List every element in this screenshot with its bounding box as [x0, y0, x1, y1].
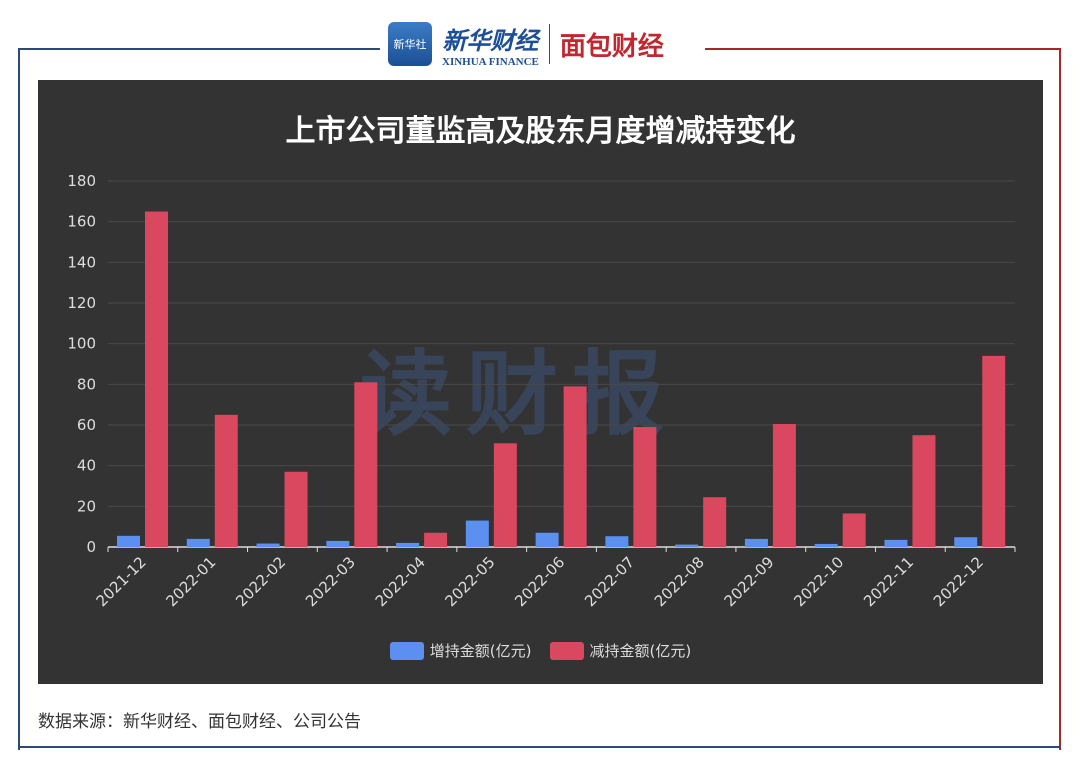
- bar-decrease: [842, 513, 866, 547]
- legend-swatch: [389, 641, 424, 660]
- bar-decrease: [633, 427, 657, 547]
- x-tick-label: 2022-09: [721, 553, 778, 610]
- x-tick-label: 2022-11: [860, 553, 917, 610]
- x-tick-label: 2022-07: [581, 553, 638, 610]
- x-tick-label: 2022-02: [232, 553, 289, 610]
- x-tick-label: 2022-03: [302, 553, 359, 610]
- xinhua-finance-cn: 新华财经: [442, 25, 539, 55]
- legend-label: 减持金额(亿元): [589, 642, 692, 660]
- bar-increase: [744, 538, 768, 547]
- bar-increase: [605, 536, 629, 547]
- bar-decrease: [982, 355, 1006, 547]
- bar-increase: [954, 537, 978, 547]
- x-tick-label: 2022-08: [651, 553, 708, 610]
- legend: 增持金额(亿元) 减持金额(亿元): [38, 640, 1043, 661]
- xinhua-finance-en: XINHUA FINANCE: [442, 55, 539, 68]
- frame-bottom: [18, 746, 1061, 748]
- y-tick-label: 160: [67, 213, 96, 231]
- chart-title: 上市公司董监高及股东月度增减持变化: [285, 114, 796, 149]
- data-source: 数据来源：新华财经、面包财经、公司公告: [38, 712, 361, 732]
- x-tick-label: 2021-12: [93, 553, 150, 610]
- legend-label: 增持金额(亿元): [429, 642, 532, 660]
- legend-swatch: [549, 641, 584, 660]
- y-tick-label: 140: [67, 253, 96, 271]
- y-tick-label: 120: [67, 294, 96, 312]
- x-tick-label: 2022-10: [790, 553, 847, 610]
- y-tick-label: 100: [67, 335, 96, 353]
- bar-decrease: [145, 211, 168, 547]
- mianbao-logo: 面包财经: [559, 31, 664, 62]
- frame-left: [18, 48, 380, 750]
- bar-decrease: [424, 532, 448, 547]
- legend-item-decrease[interactable]: 减持金额(亿元): [549, 640, 692, 661]
- y-tick-label: 60: [77, 416, 96, 434]
- bar-decrease: [912, 435, 936, 547]
- frame-right: [705, 48, 1061, 750]
- bar-increase: [186, 538, 210, 547]
- bar-decrease: [563, 386, 587, 547]
- bar-decrease: [772, 423, 796, 547]
- bar-decrease: [493, 443, 517, 547]
- x-tick-label: 2022-06: [511, 553, 568, 610]
- y-tick-label: 80: [77, 375, 96, 393]
- bar-increase: [396, 542, 420, 547]
- xinhua-finance-logo: 新华财经 XINHUA FINANCE: [442, 21, 539, 68]
- y-tick-label: 0: [86, 538, 96, 556]
- chart-panel: 上市公司董监高及股东月度增减持变化 读财报 0 20 40 60 80 100 120 140…: [38, 80, 1043, 684]
- bar-increase: [465, 520, 489, 547]
- legend-item-increase[interactable]: 增持金额(亿元): [389, 640, 532, 661]
- y-tick-label: 40: [77, 457, 96, 475]
- bar-increase: [884, 539, 908, 547]
- bar-increase: [814, 543, 838, 547]
- bar-decrease: [703, 497, 727, 547]
- header-logos: 新华社 新华财经 XINHUA FINANCE 面包财经: [388, 18, 664, 70]
- bar-increase: [117, 535, 140, 547]
- y-tick-label: 20: [77, 497, 96, 515]
- x-tick-label: 2022-12: [930, 553, 987, 610]
- bar-increase: [675, 544, 699, 547]
- bar-increase: [256, 543, 280, 547]
- bar-decrease: [214, 414, 238, 547]
- bar-decrease: [354, 382, 378, 547]
- watermark: 读财报: [360, 341, 679, 448]
- xinhua-logo: 新华社: [388, 22, 432, 66]
- x-tick-label: 2022-05: [442, 553, 499, 610]
- y-tick-label: 180: [67, 172, 96, 190]
- logo-divider: [548, 24, 550, 64]
- bar-increase: [326, 540, 350, 547]
- x-tick-label: 2022-01: [162, 553, 219, 610]
- bar-increase: [535, 532, 559, 547]
- bar-decrease: [284, 471, 308, 547]
- x-tick-label: 2022-04: [372, 553, 429, 610]
